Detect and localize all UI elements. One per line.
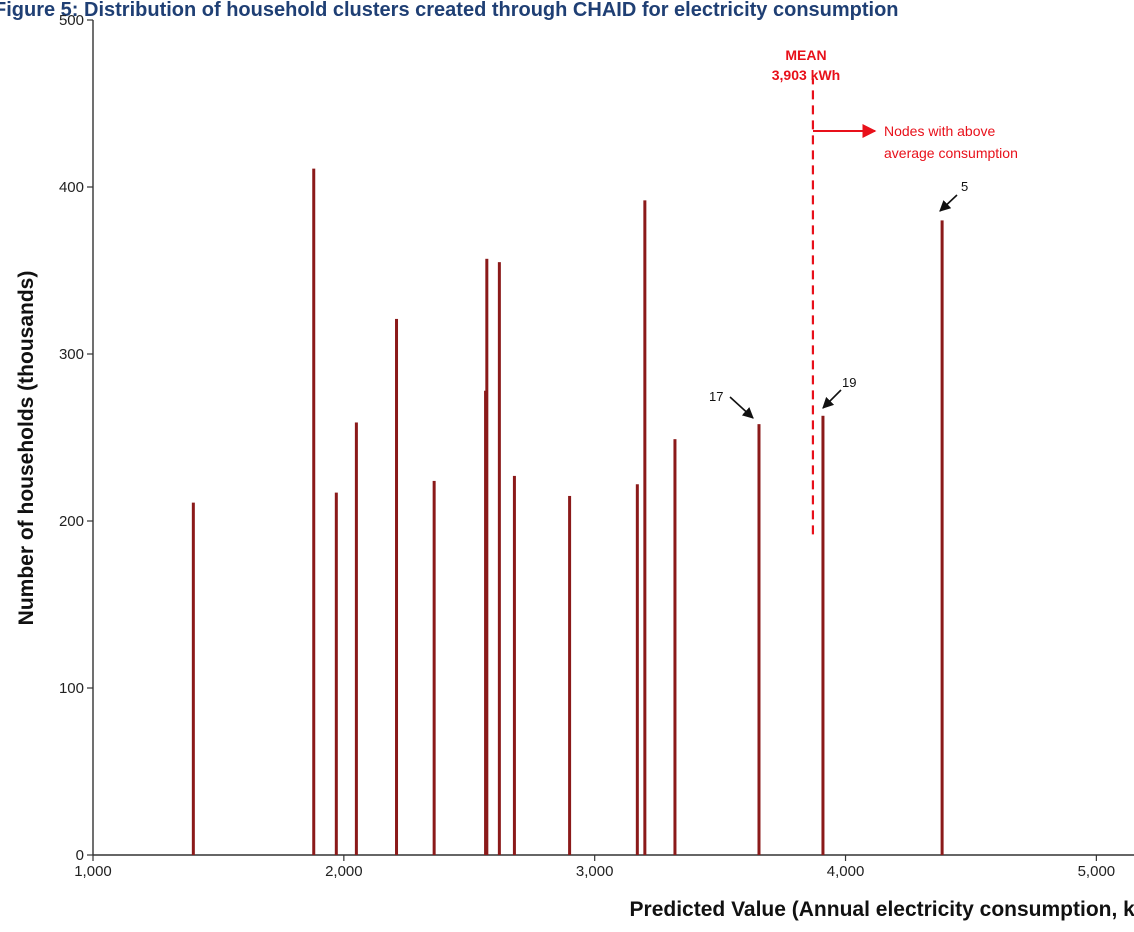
bar xyxy=(568,495,572,855)
node-5-arrow xyxy=(939,194,958,212)
bar xyxy=(354,422,358,855)
x-tick-label: 3,000 xyxy=(576,863,614,880)
x-tick-label: 1,000 xyxy=(74,863,112,880)
bar xyxy=(673,439,677,855)
bar xyxy=(191,502,195,855)
bar xyxy=(432,480,436,855)
bar xyxy=(757,424,761,855)
y-tick-label: 300 xyxy=(59,346,84,363)
node-17-label: 17 xyxy=(709,389,723,404)
bar xyxy=(334,492,338,855)
y-tick-label: 0 xyxy=(76,847,84,864)
mean-title-label: MEAN xyxy=(785,47,826,63)
y-tick-label: 500 xyxy=(59,12,84,29)
x-axis: 1,000 2,000 3,000 4,000 5,000 xyxy=(74,854,1134,880)
node-5-label: 5 xyxy=(961,179,968,194)
mean-value-label: 3,903 kWh xyxy=(772,67,840,83)
y-axis: 0 100 200 300 400 500 xyxy=(59,12,94,864)
bar xyxy=(395,318,399,855)
node-17-arrow xyxy=(729,396,754,419)
x-tick-label: 5,000 xyxy=(1078,863,1116,880)
above-average-label-line2: average consumption xyxy=(884,145,1018,161)
bar xyxy=(512,475,516,855)
bar xyxy=(821,415,825,855)
chart-title: Figure 5: Distribution of household clus… xyxy=(0,0,899,21)
above-average-label-line1: Nodes with above xyxy=(884,123,996,139)
bar xyxy=(485,258,489,855)
node-19-arrow xyxy=(822,389,842,409)
x-axis-label: Predicted Value (Annual electricity cons… xyxy=(630,898,1134,921)
y-tick-label: 200 xyxy=(59,513,84,530)
bars xyxy=(191,168,944,856)
x-tick-label: 2,000 xyxy=(325,863,363,880)
y-axis-label: Number of households (thousands) xyxy=(15,271,38,626)
bar xyxy=(312,168,316,855)
y-tick-label: 400 xyxy=(59,179,84,196)
bar xyxy=(497,262,501,855)
x-tick-label: 4,000 xyxy=(827,863,865,880)
y-tick-label: 100 xyxy=(59,680,84,697)
bar xyxy=(643,200,647,856)
bar xyxy=(940,220,944,855)
node-19-label: 19 xyxy=(842,375,856,390)
bar xyxy=(635,484,639,855)
